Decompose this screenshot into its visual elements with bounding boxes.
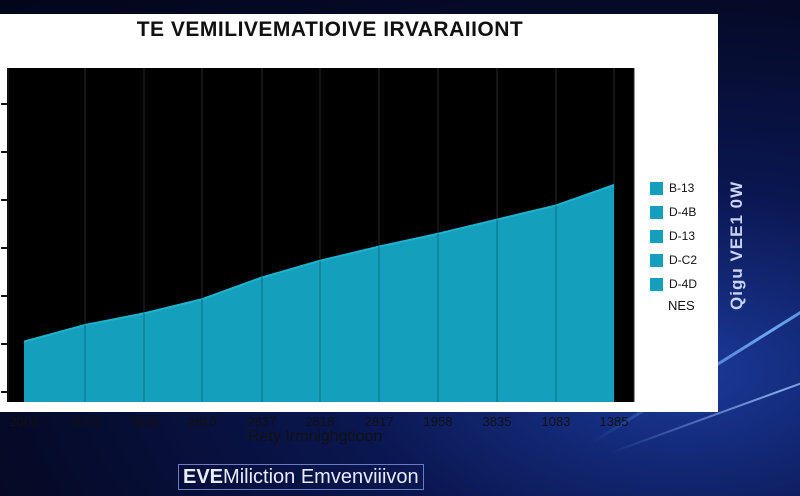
series-line <box>23 183 615 343</box>
area-series <box>24 184 614 402</box>
x-tick-label: 2817 <box>365 414 394 429</box>
legend-label: D-4B <box>669 205 697 219</box>
x-tick-label: 1083 <box>542 414 571 429</box>
x-tick-label: 1958 <box>424 414 453 429</box>
legend-item: D-4B <box>650 200 710 224</box>
x-axis-label: Rety Irmnighgtioon <box>248 428 383 445</box>
chart-title: TE VEMILIVEMATIOIVE IRVARAIIONT <box>136 18 524 41</box>
legend-item: D-C2 <box>650 248 710 272</box>
legend-extra-label: NES <box>668 298 695 313</box>
footer-text: Miliction Emvenviiivon <box>223 466 419 488</box>
x-tick-label: 2837 <box>248 414 277 429</box>
x-tick-label: 1385 <box>600 414 629 429</box>
legend-swatch <box>650 205 663 219</box>
x-tick-label: 2810 <box>188 414 217 429</box>
legend-label: D-C2 <box>669 253 698 267</box>
legend-swatch <box>650 277 663 291</box>
footer-banner: EVEMiliction Emvenviiivon <box>178 464 424 490</box>
legend-swatch <box>650 253 663 267</box>
x-tick-label: 2839 <box>130 414 159 429</box>
legend-label: D-13 <box>669 229 696 243</box>
footer-prefix: EVE <box>183 466 224 488</box>
legend-label: D-4D <box>669 277 698 291</box>
side-caption: Qigu VEE1 0W <box>727 180 746 310</box>
legend-swatch <box>650 181 663 195</box>
x-tick-label: 3020 <box>71 414 100 429</box>
x-tick-label: 2818 <box>306 414 335 429</box>
legend-item: B-13 <box>650 176 710 200</box>
legend-swatch <box>650 229 663 243</box>
x-tick-label: 3835 <box>483 414 512 429</box>
legend-item: D-4D <box>650 272 710 296</box>
legend-item: D-13 <box>650 224 710 248</box>
legend-label: B-13 <box>669 181 695 195</box>
x-tick-label: 2003 <box>10 414 39 429</box>
chart-legend: B-13 D-4B D-13 D-C2 D-4D NES <box>650 176 710 313</box>
